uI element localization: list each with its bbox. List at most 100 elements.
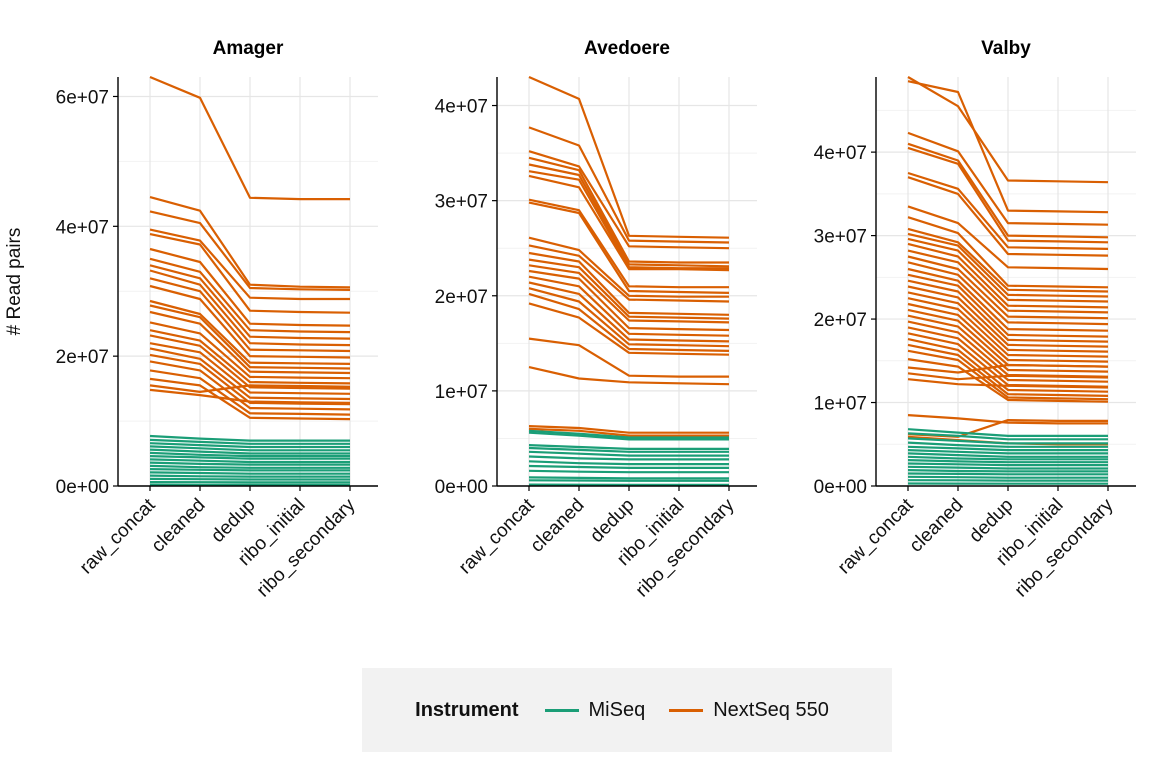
series-line-nextseq bbox=[528, 302, 730, 356]
y-axis-label: # Read pairs bbox=[4, 228, 25, 336]
series-line-nextseq bbox=[528, 366, 730, 386]
series-line-miseq bbox=[149, 474, 350, 478]
series-line-miseq bbox=[149, 464, 350, 469]
x-tick-label: cleaned bbox=[148, 495, 210, 557]
series-line-miseq bbox=[528, 450, 729, 457]
series-line-nextseq bbox=[528, 126, 730, 244]
series-line-nextseq bbox=[149, 384, 351, 393]
series-line-miseq bbox=[149, 451, 350, 458]
panel-avedoere: 0e+00 1e+07 2e+07 3e+07 4e+07 raw_concatclean… bbox=[435, 38, 757, 601]
panel-valby: 0e+00 1e+07 2e+07 3e+07 4e+07 raw_concatclean… bbox=[814, 38, 1136, 601]
series-line-nextseq bbox=[907, 216, 1109, 289]
series-line-nextseq bbox=[907, 131, 1109, 226]
series-line-nextseq bbox=[907, 363, 1109, 374]
series-line-nextseq bbox=[907, 171, 1109, 250]
series-line-nextseq bbox=[149, 347, 351, 401]
series-line-miseq bbox=[907, 437, 1108, 445]
series-line-nextseq bbox=[528, 201, 730, 294]
y-tick-label: 4e+07 bbox=[814, 143, 867, 164]
series-line-nextseq bbox=[528, 427, 729, 437]
series-line-nextseq bbox=[149, 310, 351, 375]
series-line-nextseq bbox=[528, 425, 729, 434]
series-line-miseq bbox=[149, 445, 350, 452]
y-tick-label: 4e+07 bbox=[56, 217, 109, 238]
series-line-nextseq bbox=[907, 291, 1109, 353]
y-tick-label: 0e+00 bbox=[814, 477, 867, 498]
series-line-nextseq bbox=[149, 284, 351, 359]
series-line-miseq bbox=[528, 476, 729, 480]
series-line-nextseq bbox=[149, 304, 351, 370]
series-line-nextseq bbox=[907, 176, 1109, 257]
series-line-nextseq bbox=[149, 269, 351, 347]
series-line-miseq bbox=[907, 459, 1108, 464]
series-line-miseq bbox=[907, 445, 1108, 452]
series-line-nextseq bbox=[907, 285, 1109, 348]
series-line-miseq bbox=[907, 472, 1108, 476]
series-line-miseq bbox=[149, 461, 350, 466]
legend-title: Instrument bbox=[415, 698, 519, 721]
series-line-miseq bbox=[149, 442, 350, 449]
panel-amager: 0e+002e+074e+076e+07raw_concatcleanedded… bbox=[56, 38, 378, 601]
legend-swatch-nextseq bbox=[669, 708, 704, 712]
series-line-nextseq bbox=[907, 302, 1109, 363]
panel-title: Valby bbox=[981, 38, 1031, 59]
series-line-nextseq bbox=[528, 198, 729, 289]
series-line-nextseq bbox=[907, 205, 1109, 271]
series-line-nextseq bbox=[907, 227, 1109, 293]
series-line-nextseq bbox=[907, 358, 1109, 403]
series-line-nextseq bbox=[907, 343, 1109, 397]
series-line-nextseq bbox=[907, 249, 1109, 314]
legend: Instrument MiSeq NextSeq 550 bbox=[362, 668, 892, 752]
series-line-miseq bbox=[528, 431, 729, 441]
series-line-nextseq bbox=[149, 75, 350, 201]
series-line-nextseq bbox=[149, 299, 351, 365]
series-line-nextseq bbox=[528, 292, 730, 352]
y-tick-label: 3e+07 bbox=[814, 227, 867, 248]
legend-label-miseq: MiSeq bbox=[588, 698, 646, 721]
series-line-nextseq bbox=[907, 255, 1109, 320]
series-line-miseq bbox=[528, 460, 729, 466]
series-line-nextseq bbox=[907, 261, 1109, 326]
series-line-nextseq bbox=[149, 334, 351, 390]
series-line-miseq bbox=[907, 462, 1108, 467]
series-line-nextseq bbox=[528, 287, 730, 348]
panel-title: Avedoere bbox=[584, 38, 670, 59]
series-line-miseq bbox=[149, 468, 350, 472]
series-line-nextseq bbox=[149, 353, 351, 406]
series-line-nextseq bbox=[528, 251, 730, 316]
y-tick-label: 1e+07 bbox=[814, 394, 867, 415]
series-line-nextseq bbox=[907, 80, 1109, 214]
series-line-miseq bbox=[528, 479, 729, 482]
y-tick-label: 2e+07 bbox=[56, 347, 109, 368]
series-line-miseq bbox=[528, 469, 729, 474]
y-tick-label: 2e+07 bbox=[814, 310, 867, 331]
series-line-nextseq bbox=[528, 174, 730, 272]
series-line-nextseq bbox=[149, 321, 351, 380]
series-line-nextseq bbox=[907, 232, 1109, 298]
series-line-miseq bbox=[149, 455, 350, 460]
series-line-nextseq bbox=[149, 369, 351, 416]
series-line-nextseq bbox=[528, 258, 730, 320]
series-line-nextseq bbox=[528, 156, 729, 264]
series-line-nextseq bbox=[907, 378, 1109, 389]
x-tick-label: raw_concat bbox=[834, 494, 918, 578]
series-line-miseq bbox=[907, 441, 1108, 448]
series-line-nextseq bbox=[907, 372, 1109, 381]
series-line-nextseq bbox=[528, 281, 730, 343]
series-line-miseq bbox=[149, 477, 350, 481]
series-line-nextseq bbox=[528, 163, 730, 268]
series-line-nextseq bbox=[528, 75, 730, 239]
series-line-miseq bbox=[528, 446, 729, 453]
series-line-nextseq bbox=[149, 377, 351, 421]
series-line-nextseq bbox=[907, 297, 1109, 358]
series-line-miseq bbox=[528, 444, 729, 450]
y-tick-label: 0e+00 bbox=[56, 477, 109, 498]
panel-title: Amager bbox=[213, 38, 284, 59]
series-line-nextseq bbox=[907, 338, 1109, 393]
series-line-nextseq bbox=[149, 329, 351, 385]
legend-label-nextseq: NextSeq 550 bbox=[713, 698, 829, 721]
legend-swatch-miseq bbox=[544, 708, 579, 712]
series-line-nextseq bbox=[149, 210, 351, 291]
series-line-miseq bbox=[149, 448, 350, 455]
